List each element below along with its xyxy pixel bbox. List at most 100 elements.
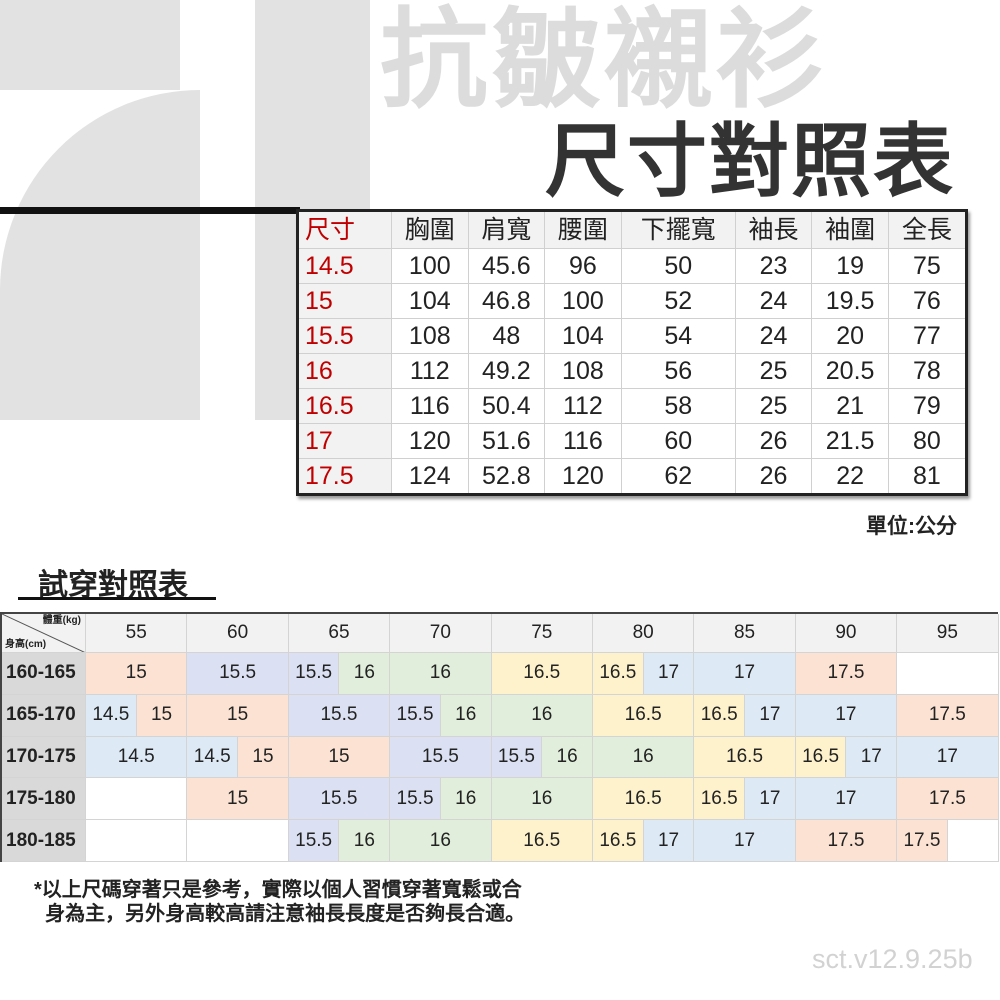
fit-size-value: 16 (440, 778, 491, 820)
measure-cell: 120 (391, 423, 469, 459)
fit-cell: 15.5 16 (390, 778, 492, 821)
measure-cell: 肩寬 (467, 210, 546, 249)
measure-cell: 26 (734, 423, 813, 459)
measure-cell: 22 (811, 458, 889, 495)
fit-cell: 17 (694, 653, 796, 695)
fit-cell: 16 (592, 736, 695, 779)
fit-size-value: 16.5 (694, 694, 746, 736)
measure-cell: 51.6 (467, 423, 546, 459)
table-row: 15.5 108 48 104 54 24 20 77 (297, 318, 968, 354)
fit-row: 170-175 14.5 14.5 15 15 15.5 15.5 16 16 16.5 16.5 1… (2, 736, 999, 779)
measure-cell: 21 (811, 388, 889, 424)
measure-cell: 52 (620, 283, 736, 319)
size-cell: 17.5 (297, 458, 392, 495)
size-cell: 15.5 (297, 318, 392, 354)
measure-cell: 48 (467, 318, 546, 354)
measure-cell: 23 (734, 248, 813, 284)
footnote: *以上尺碼穿著只是參考，實際以個人習慣穿著寬鬆或合 身為主，另外身高較高請注意袖… (34, 879, 526, 925)
measure-cell: 袖長 (734, 210, 813, 249)
measure-cell: 25 (734, 353, 813, 389)
measure-cell: 62 (620, 458, 736, 495)
measure-cell: 104 (544, 318, 622, 354)
measure-cell: 108 (544, 353, 622, 389)
fit-cell: 16 (491, 778, 593, 821)
size-cell: 16.5 (297, 388, 392, 424)
fit-cell: 17.5 (795, 653, 898, 695)
measure-cell: 104 (391, 283, 469, 319)
measure-cell: 24 (734, 318, 813, 354)
fit-size-value: 16.5 (592, 653, 644, 694)
measure-cell: 袖圍 (811, 210, 889, 249)
measure-cell: 116 (391, 388, 469, 424)
page-title: 尺寸對照表 (545, 117, 955, 206)
fit-row: 165-170 14.5 15 15 15.5 15.5 16 16 16.5 16.5 17 17 1… (2, 694, 999, 737)
weight-header: 60 (187, 614, 289, 653)
measure-cell: 80 (887, 423, 968, 459)
table-row: 14.5 100 45.6 96 50 23 19 75 (297, 248, 968, 284)
weight-header: 55 (86, 614, 188, 653)
fit-size-value: 15.5 (288, 820, 340, 861)
weight-header: 65 (288, 614, 391, 653)
fit-cell: 16.5 17 (694, 778, 796, 821)
title-underline (18, 597, 216, 600)
fit-cell: 16 (390, 820, 492, 862)
fit-cell: 14.5 15 (187, 736, 289, 779)
weight-header: 70 (390, 614, 492, 653)
height-header: 165-170 (2, 694, 86, 737)
fit-cell: 15.5 16 (288, 820, 391, 862)
fit-size-value: 15.5 (491, 736, 543, 778)
fit-row: 160-165 15 15.5 15.5 16 16 16.5 16.5 17 17 17.5 (2, 653, 999, 695)
fit-cell: 16.5 17 (694, 694, 796, 737)
weight-header: 95 (897, 614, 999, 653)
measure-cell: 19 (811, 248, 889, 284)
fit-cell: 16.5 (491, 820, 593, 862)
measure-cell: 52.8 (467, 458, 546, 495)
height-header: 180-185 (2, 820, 86, 862)
measure-cell: 100 (391, 248, 469, 284)
fit-row: 175-180 15 15.5 15.5 16 16 16.5 16.5 17 17 17.5 (2, 778, 999, 821)
measure-cell: 25 (734, 388, 813, 424)
fit-cell: 15.5 (288, 694, 391, 737)
fit-size-value: 16 (339, 820, 390, 861)
fit-cell: 16.5 (592, 694, 695, 737)
fit-size-value: 15.5 (390, 694, 441, 736)
fit-size-value: 17.5 (897, 820, 948, 861)
unit-label: 單位:公分 (866, 515, 957, 538)
size-cell: 16 (297, 353, 392, 389)
fit-cell: 16 (491, 694, 593, 737)
measure-cell: 60 (620, 423, 736, 459)
fit-cell: 17.5 (897, 820, 999, 862)
fit-cell: 16.5 (491, 653, 593, 695)
measure-cell: 24 (734, 283, 813, 319)
fit-size-value: 16.5 (694, 778, 746, 820)
measure-cell: 19.5 (811, 283, 889, 319)
weight-header: 75 (491, 614, 593, 653)
measure-cell: 124 (391, 458, 469, 495)
measure-cell: 20 (811, 318, 889, 354)
height-header: 170-175 (2, 736, 86, 779)
size-cell: 14.5 (297, 248, 392, 284)
measure-cell: 112 (391, 353, 469, 389)
fit-size-value: 15.5 (390, 778, 441, 820)
fit-cell: 14.5 (86, 736, 188, 779)
measure-cell: 75 (887, 248, 968, 284)
table-row: 16 112 49.2 108 56 25 20.5 78 (297, 353, 968, 389)
size-cell: 尺寸 (297, 210, 392, 249)
fit-cell (86, 778, 188, 821)
fit-size-value: 14.5 (187, 736, 239, 778)
fit-row: 180-185 15.5 16 16 16.5 16.5 17 17 17.5 17.5 (2, 820, 999, 862)
fit-cell: 17.5 (897, 694, 999, 737)
fit-cell: 15 (187, 778, 289, 821)
fit-cell: 16 (390, 653, 492, 695)
measure-cell: 腰圍 (544, 210, 622, 249)
weight-label: 體重(kg) (42, 615, 81, 626)
measure-cell: 45.6 (467, 248, 546, 284)
measure-cell: 96 (544, 248, 622, 284)
measure-cell: 100 (544, 283, 622, 319)
measure-cell: 56 (620, 353, 736, 389)
size-cell: 17 (297, 423, 392, 459)
version-watermark: sct.v12.9.25b (812, 944, 973, 974)
fit-table-title: 試穿對照表 (38, 569, 188, 602)
weight-header: 85 (694, 614, 796, 653)
background-title: 抗皺襯衫 (380, 0, 829, 120)
